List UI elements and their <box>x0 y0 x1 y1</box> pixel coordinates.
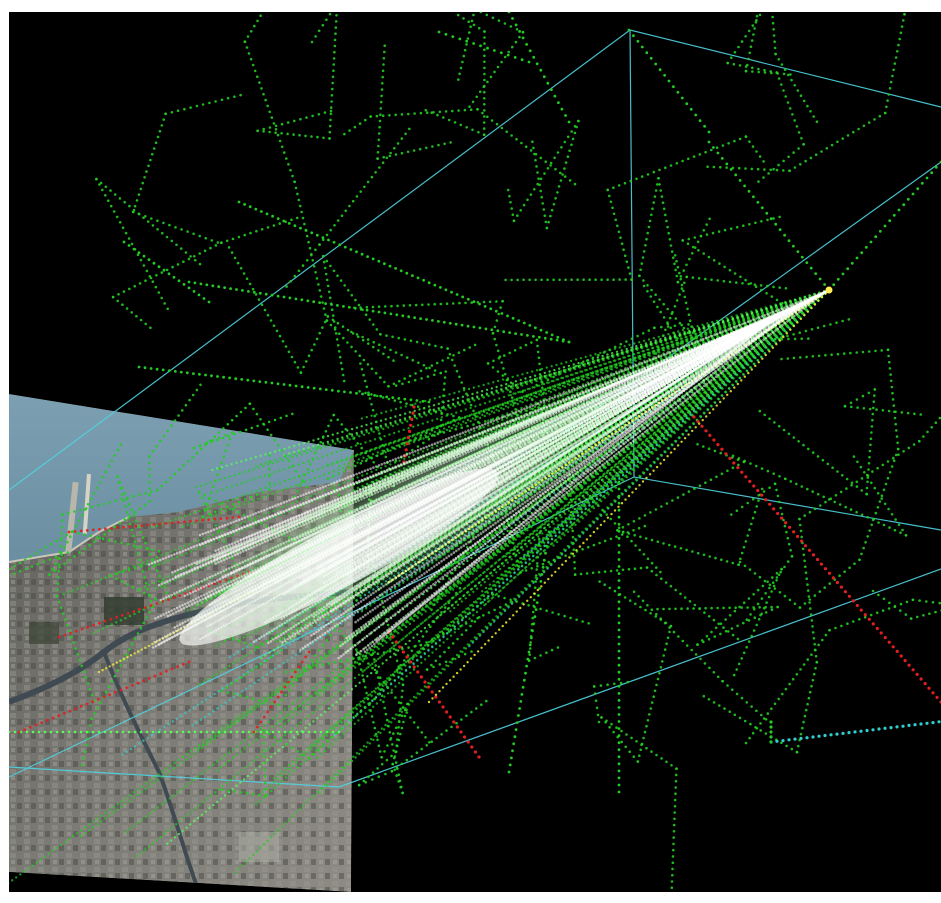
shower-core <box>177 385 641 649</box>
particle-shower-scene <box>9 12 941 892</box>
isolated-cyan-track <box>769 720 941 744</box>
primary-vertex-marker <box>825 286 833 294</box>
visualization-viewport <box>9 12 941 892</box>
